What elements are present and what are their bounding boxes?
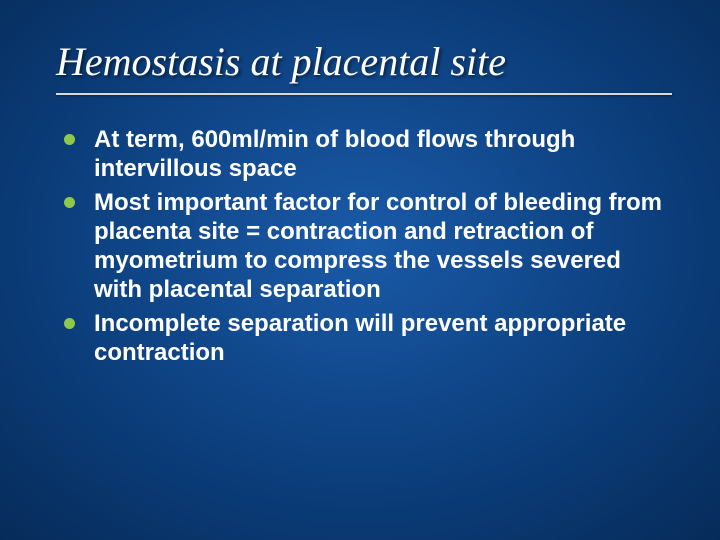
title-underline [56,93,672,95]
list-item: At term, 600ml/min of blood flows throug… [60,125,672,184]
list-item: Most important factor for control of ble… [60,188,672,305]
list-item: Incomplete separation will prevent appro… [60,309,672,368]
bullet-list: At term, 600ml/min of blood flows throug… [56,125,672,367]
slide-container: Hemostasis at placental site At term, 60… [0,0,720,540]
slide-title: Hemostasis at placental site [56,38,672,85]
